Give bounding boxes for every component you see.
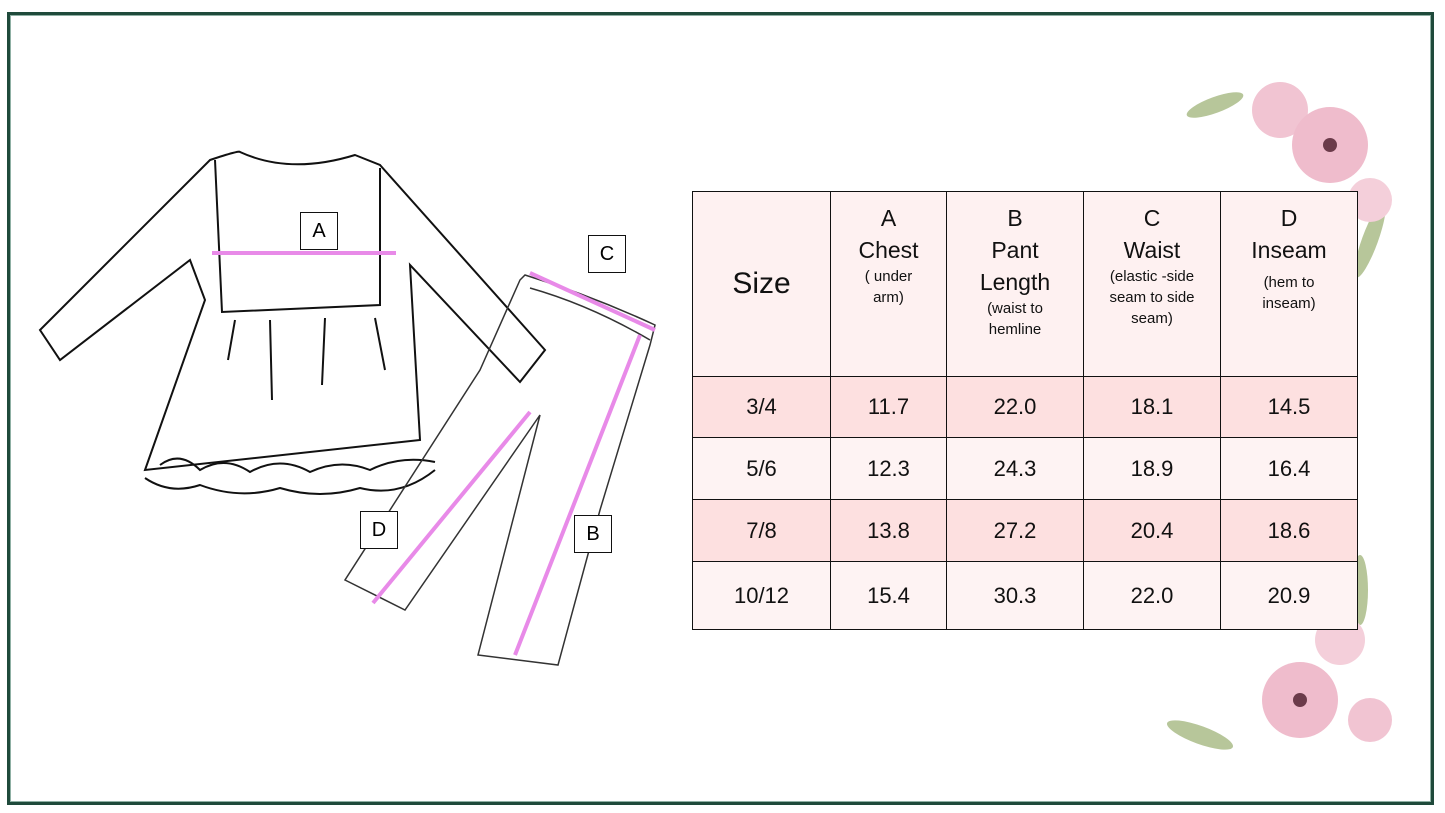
inseam-cell: 20.9 bbox=[1220, 561, 1358, 630]
chest-cell: 11.7 bbox=[830, 376, 947, 438]
chest-cell: 13.8 bbox=[830, 499, 947, 562]
header-note: (hem to inseam) bbox=[1262, 274, 1316, 312]
size-cell: 5/6 bbox=[692, 437, 831, 500]
pant-length-cell: 22.0 bbox=[946, 376, 1084, 438]
header-waist: C Waist (elastic -side seam to side seam… bbox=[1083, 191, 1221, 377]
pant-length-cell: 24.3 bbox=[946, 437, 1084, 500]
pant-length-cell: 27.2 bbox=[946, 499, 1084, 562]
header-size: Size bbox=[692, 191, 831, 377]
header-chest: A Chest ( under arm) bbox=[830, 191, 947, 377]
header-note: (waist to hemline bbox=[987, 300, 1043, 338]
chest-cell: 15.4 bbox=[830, 561, 947, 630]
header-pant-length: B Pant Length (waist to hemline bbox=[946, 191, 1084, 377]
header-name: Waist bbox=[1123, 237, 1181, 263]
header-name: Pant Length bbox=[979, 237, 1051, 295]
label-a: A bbox=[300, 212, 338, 250]
header-letter: C bbox=[1143, 205, 1161, 231]
waist-cell: 22.0 bbox=[1083, 561, 1221, 630]
header-letter: D bbox=[1280, 205, 1298, 231]
tunic-drawing bbox=[38, 150, 547, 495]
header-letter: A bbox=[880, 205, 897, 231]
header-row: Size A Chest ( under arm) B Pant Length … bbox=[692, 191, 1358, 377]
header-letter: B bbox=[1007, 205, 1023, 231]
pant-length-cell: 30.3 bbox=[946, 561, 1084, 630]
table-row: 5/6 12.3 24.3 18.9 16.4 bbox=[692, 437, 1358, 500]
measurement-arrows bbox=[212, 251, 656, 656]
header-note: ( under arm) bbox=[864, 268, 913, 306]
inseam-cell: 16.4 bbox=[1220, 437, 1358, 500]
chest-cell: 12.3 bbox=[830, 437, 947, 500]
size-cell: 3/4 bbox=[692, 376, 831, 438]
header-inseam: D Inseam (hem to inseam) bbox=[1220, 191, 1358, 377]
page-frame bbox=[7, 12, 1434, 805]
size-cell: 10/12 bbox=[692, 561, 831, 630]
pants-drawing bbox=[343, 274, 656, 666]
label-c: C bbox=[588, 235, 626, 273]
waist-cell: 18.1 bbox=[1083, 376, 1221, 438]
floral-decoration-top bbox=[1186, 82, 1392, 278]
table-row: 10/12 15.4 30.3 22.0 20.9 bbox=[692, 561, 1358, 630]
header-name: Inseam bbox=[1251, 237, 1327, 263]
label-b: B bbox=[574, 515, 612, 553]
arrow-inseam bbox=[371, 410, 532, 605]
table-row: 3/4 11.7 22.0 18.1 14.5 bbox=[692, 376, 1358, 438]
arrow-waist bbox=[529, 271, 656, 332]
table-row: 7/8 13.8 27.2 20.4 18.6 bbox=[692, 499, 1358, 562]
size-chart-table: Size A Chest ( under arm) B Pant Length … bbox=[692, 191, 1358, 630]
inseam-cell: 14.5 bbox=[1220, 376, 1358, 438]
inseam-cell: 18.6 bbox=[1220, 499, 1358, 562]
header-note: (elastic -side seam to side seam) bbox=[1109, 268, 1195, 327]
size-cell: 7/8 bbox=[692, 499, 831, 562]
waist-cell: 18.9 bbox=[1083, 437, 1221, 500]
arrow-pant-length bbox=[513, 334, 642, 656]
label-d: D bbox=[360, 511, 398, 549]
waist-cell: 20.4 bbox=[1083, 499, 1221, 562]
header-name: Chest bbox=[858, 237, 919, 263]
